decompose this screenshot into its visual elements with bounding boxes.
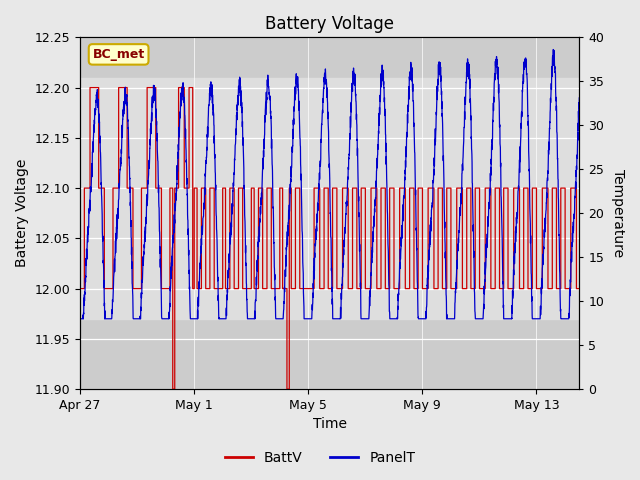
Y-axis label: Battery Voltage: Battery Voltage (15, 159, 29, 267)
Title: Battery Voltage: Battery Voltage (265, 15, 394, 33)
Text: BC_met: BC_met (93, 48, 145, 61)
Bar (80, 78, 579, 319)
Y-axis label: Temperature: Temperature (611, 169, 625, 257)
Legend: BattV, PanelT: BattV, PanelT (220, 445, 420, 471)
X-axis label: Time: Time (313, 418, 347, 432)
